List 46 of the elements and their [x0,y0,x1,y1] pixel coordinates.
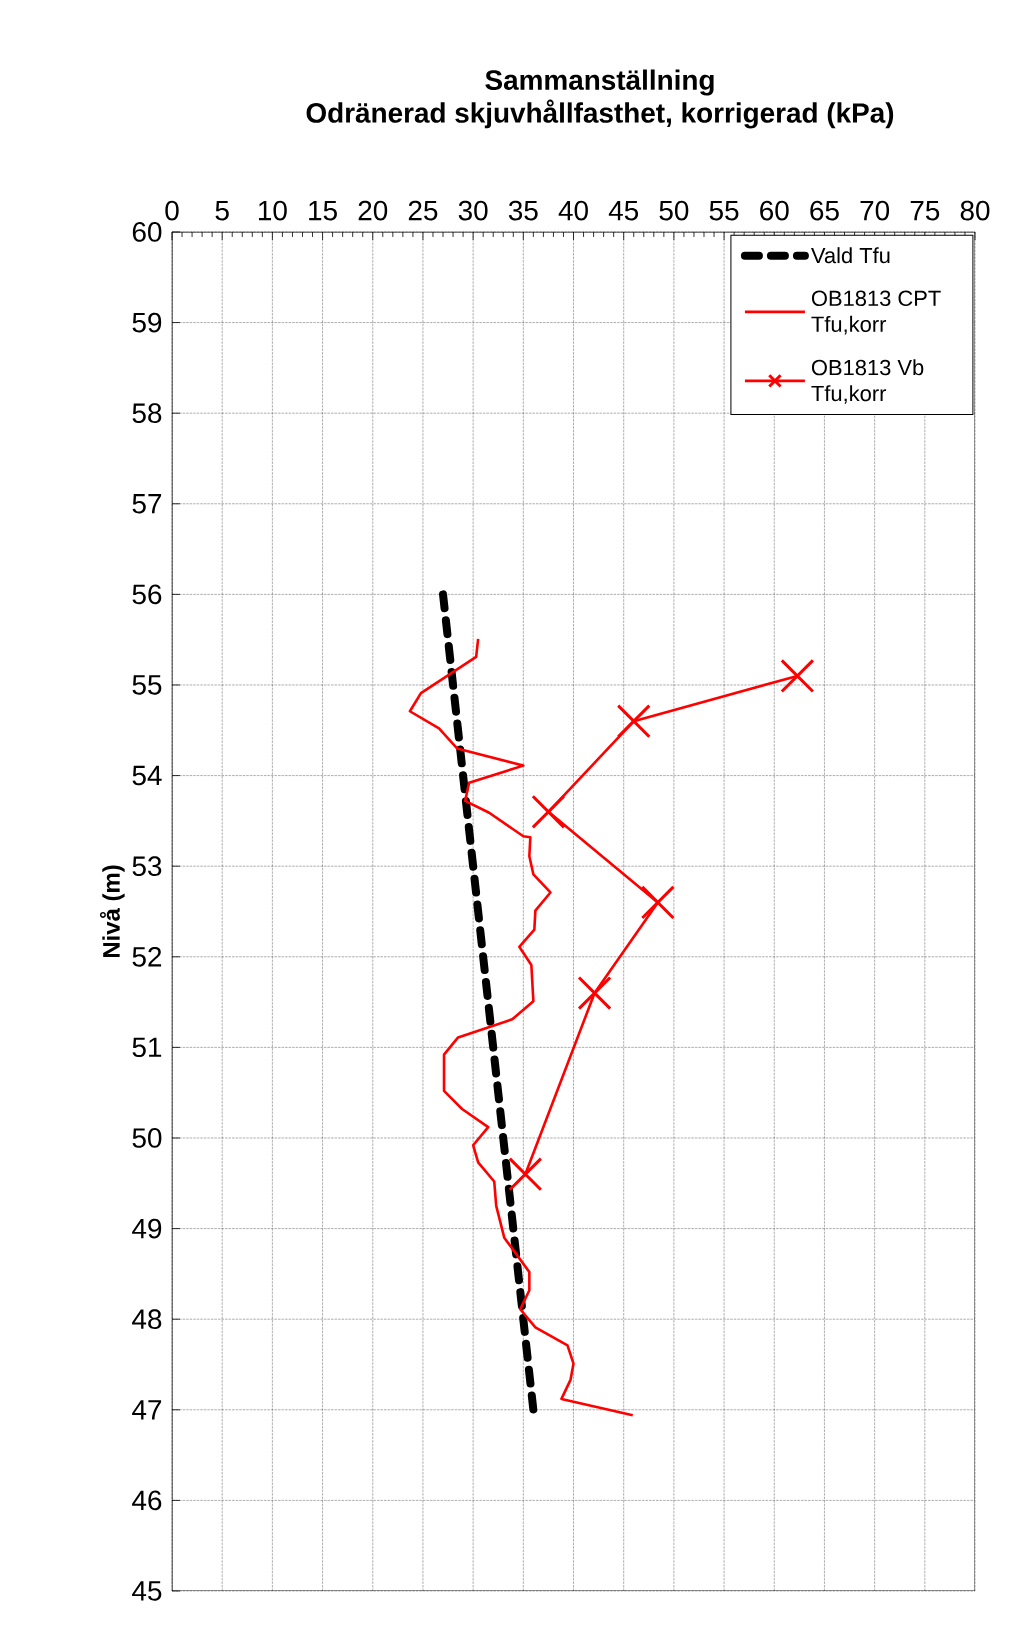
x-tick-label: 75 [910,200,940,221]
x-tick-label: 25 [408,200,438,221]
y-tick-label: 60 [132,222,162,242]
chart-title: Sammanställning [485,69,714,96]
point [640,885,675,920]
x-tick-label: 20 [358,200,388,221]
point [616,704,651,739]
y-tick-label: 53 [132,856,162,877]
legend-label: OB1813 Vb Tfu,korr [811,359,924,404]
y-tick-label: 47 [132,1400,162,1420]
point [508,1157,543,1192]
x-tick-label: 80 [960,200,990,221]
x-tick-label: 0 [165,200,179,221]
y-tick-label: 51 [132,1037,162,1058]
x-tick-label: 5 [215,200,229,221]
y-tick-label: 52 [132,946,162,967]
x-tick-label: 35 [508,200,538,221]
x-tick-label: 50 [659,200,689,221]
y-tick-label: 58 [132,403,162,424]
y-tick-label: 55 [132,675,162,695]
x-tick-label: 45 [608,200,639,221]
y-tick-label: 48 [132,1309,162,1330]
x-tick-label: 60 [760,200,789,221]
point [577,975,612,1011]
chart-subtitle: Odränerad skjuvhållfasthet, korrigerad (kPa) [306,99,894,129]
y-axis-title: Nivå (m) [99,865,125,958]
point [531,794,566,829]
x-tick-label: 70 [860,200,890,221]
y-tick-label: 59 [132,312,162,333]
y-tick-label: 54 [132,765,162,786]
legend-label: OB1813 CPT Tfu,korr [811,290,941,335]
y-tick-label: 45 [132,1581,162,1601]
y-tick-label: 50 [132,1128,162,1148]
y-tick-label: 57 [132,494,162,514]
x-tick-label: 40 [558,200,588,221]
y-tick-label: 46 [132,1490,162,1511]
x-tick-label: 15 [309,200,337,221]
point [780,658,815,693]
y-tick-label: 56 [132,584,162,605]
x-tick-label: 10 [258,200,287,221]
y-tick-label: 49 [132,1218,162,1239]
legend-label: Vald Tfu [811,247,890,264]
x-tick-label: 55 [709,200,739,221]
line-series [408,637,635,1417]
x-tick-label: 30 [458,200,488,221]
x-tick-label: 65 [810,200,839,221]
